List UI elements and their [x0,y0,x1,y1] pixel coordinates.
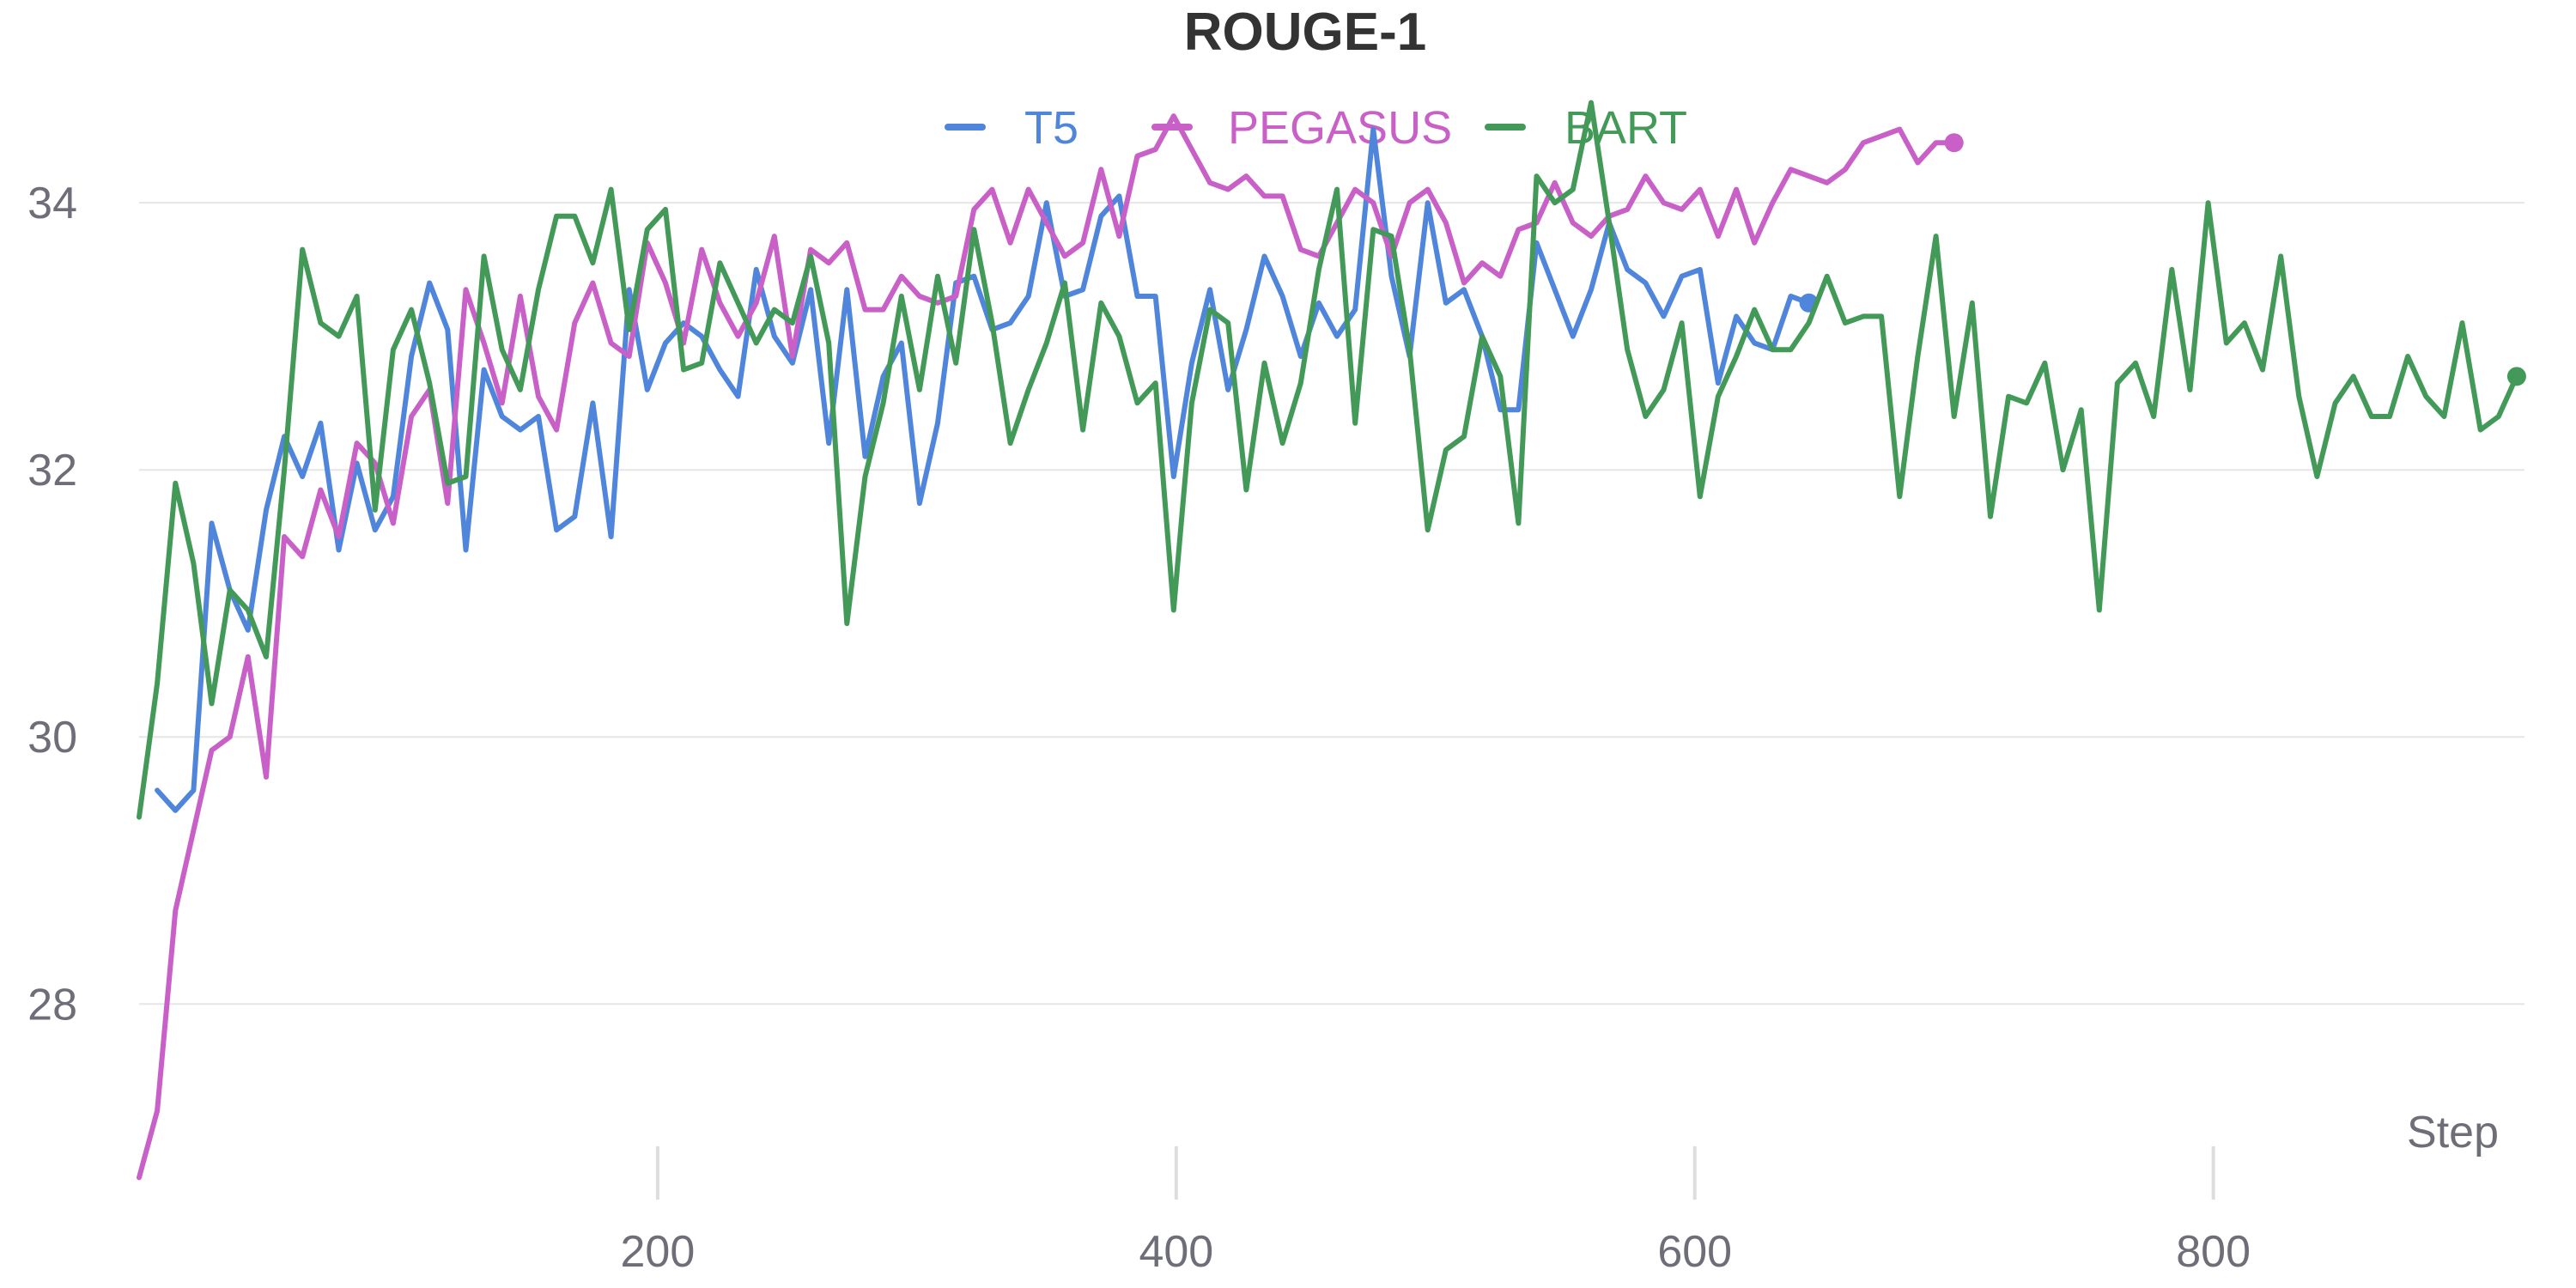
legend-label: T5 [1024,102,1078,154]
y-tick-label: 28 [27,980,77,1030]
x-tick-label: 200 [621,1227,696,1277]
x-tick-label: 400 [1139,1227,1213,1277]
plot-area [137,100,2526,1181]
y-tick-label: 32 [27,446,77,495]
x-tick-label: 800 [2176,1227,2251,1277]
x-axis-label: Step [2407,1108,2499,1157]
x-tick-label: 600 [1657,1227,1732,1277]
legend-label: PEGASUS [1228,102,1452,154]
legend-item-pegasus: PEGASUS [1151,102,1452,154]
y-tick-label: 30 [27,713,77,762]
y-tick-label: 34 [27,179,77,228]
y-tick-labels: 28 30 32 34 [27,179,77,1030]
x-ticks: 200 400 600 800 [621,1146,2251,1277]
series-line-bart [137,100,2519,820]
series-line-pegasus [137,113,1957,1181]
series-end-marker-bart [2506,367,2526,386]
legend: T5 PEGASUS BART [945,102,1687,154]
legend-item-t5: T5 [945,102,1078,154]
series-end-marker-pegasus [1944,133,1964,153]
chart-title: ROUGE-1 [1184,3,1426,62]
